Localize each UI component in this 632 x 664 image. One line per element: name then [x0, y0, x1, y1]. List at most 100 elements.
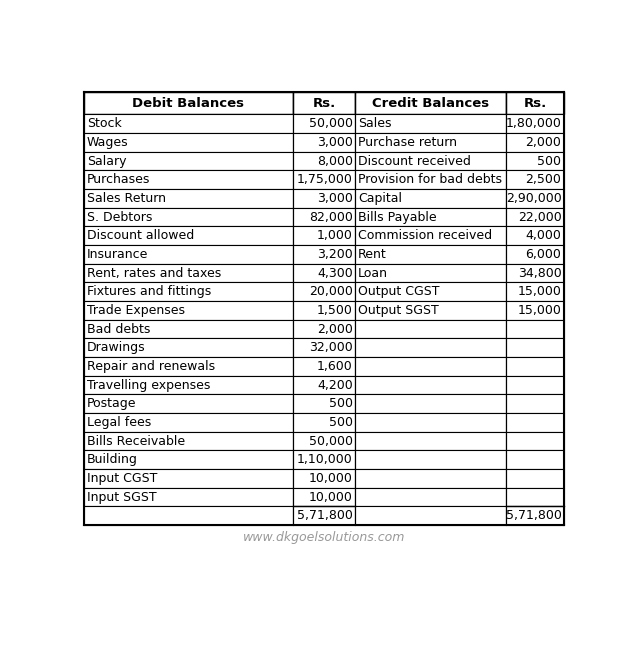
Bar — [84, 189, 293, 208]
Text: 6,000: 6,000 — [526, 248, 561, 261]
Bar — [293, 171, 355, 189]
Text: 15,000: 15,000 — [518, 286, 561, 298]
Bar — [293, 92, 355, 114]
Text: Fixtures and fittings: Fixtures and fittings — [87, 286, 211, 298]
Text: Input CGST: Input CGST — [87, 472, 157, 485]
Bar — [84, 264, 293, 282]
Text: 50,000: 50,000 — [308, 434, 353, 448]
Text: 32,000: 32,000 — [309, 341, 353, 354]
Text: Provision for bad debts: Provision for bad debts — [358, 173, 502, 187]
Text: 3,000: 3,000 — [317, 136, 353, 149]
Text: Sales: Sales — [358, 118, 392, 130]
Text: 10,000: 10,000 — [309, 491, 353, 503]
Bar — [355, 171, 506, 189]
Bar — [355, 245, 506, 264]
Text: Bad debts: Bad debts — [87, 323, 150, 335]
Text: 2,000: 2,000 — [526, 136, 561, 149]
Text: 4,200: 4,200 — [317, 378, 353, 392]
Bar — [506, 357, 564, 376]
Text: 8,000: 8,000 — [317, 155, 353, 167]
Text: Salary: Salary — [87, 155, 126, 167]
Bar — [84, 208, 293, 226]
Bar — [84, 376, 293, 394]
Bar — [84, 226, 293, 245]
Bar — [355, 469, 506, 487]
Bar — [506, 171, 564, 189]
Bar — [355, 133, 506, 152]
Text: 50,000: 50,000 — [308, 118, 353, 130]
Bar — [506, 226, 564, 245]
Bar — [355, 114, 506, 133]
Bar — [355, 487, 506, 507]
Bar — [293, 264, 355, 282]
Bar — [506, 189, 564, 208]
Text: 5,71,800: 5,71,800 — [506, 509, 561, 522]
Bar — [506, 394, 564, 413]
Bar — [506, 245, 564, 264]
Text: Rent, rates and taxes: Rent, rates and taxes — [87, 266, 221, 280]
Bar — [506, 114, 564, 133]
Text: 22,000: 22,000 — [518, 210, 561, 224]
Bar — [506, 432, 564, 450]
Bar — [506, 450, 564, 469]
Bar — [506, 339, 564, 357]
Bar — [293, 376, 355, 394]
Bar — [293, 320, 355, 339]
Text: Rs.: Rs. — [312, 97, 336, 110]
Bar — [84, 469, 293, 487]
Text: Drawings: Drawings — [87, 341, 145, 354]
Bar — [506, 487, 564, 507]
Bar — [355, 357, 506, 376]
Bar — [355, 320, 506, 339]
Text: Credit Balances: Credit Balances — [372, 97, 489, 110]
Bar — [84, 357, 293, 376]
Bar — [84, 450, 293, 469]
Bar — [355, 92, 506, 114]
Text: Debit Balances: Debit Balances — [132, 97, 245, 110]
Bar — [84, 413, 293, 432]
Text: 500: 500 — [537, 155, 561, 167]
Bar — [293, 133, 355, 152]
Bar — [84, 114, 293, 133]
Bar — [293, 487, 355, 507]
Text: Bills Receivable: Bills Receivable — [87, 434, 185, 448]
Text: www.dkgoelsolutions.com: www.dkgoelsolutions.com — [243, 531, 405, 544]
Bar — [355, 339, 506, 357]
Bar — [84, 507, 293, 525]
Text: 10,000: 10,000 — [309, 472, 353, 485]
Text: 20,000: 20,000 — [309, 286, 353, 298]
Text: Capital: Capital — [358, 192, 402, 205]
Text: 1,80,000: 1,80,000 — [506, 118, 561, 130]
Text: 1,500: 1,500 — [317, 304, 353, 317]
Text: 500: 500 — [329, 416, 353, 429]
Text: Sales Return: Sales Return — [87, 192, 166, 205]
Text: 3,000: 3,000 — [317, 192, 353, 205]
Text: 2,000: 2,000 — [317, 323, 353, 335]
Bar — [355, 376, 506, 394]
Bar — [293, 413, 355, 432]
Text: Repair and renewals: Repair and renewals — [87, 360, 215, 373]
Bar — [506, 413, 564, 432]
Bar — [293, 432, 355, 450]
Text: 2,90,000: 2,90,000 — [506, 192, 561, 205]
Bar — [293, 208, 355, 226]
Bar — [84, 432, 293, 450]
Text: Commission received: Commission received — [358, 229, 492, 242]
Bar — [84, 339, 293, 357]
Text: 4,000: 4,000 — [526, 229, 561, 242]
Bar — [293, 507, 355, 525]
Bar — [506, 133, 564, 152]
Bar — [293, 189, 355, 208]
Text: Postage: Postage — [87, 397, 137, 410]
Bar — [293, 394, 355, 413]
Text: Travelling expenses: Travelling expenses — [87, 378, 210, 392]
Text: Discount allowed: Discount allowed — [87, 229, 194, 242]
Text: 1,000: 1,000 — [317, 229, 353, 242]
Bar — [355, 507, 506, 525]
Bar — [506, 152, 564, 171]
Text: 1,75,000: 1,75,000 — [297, 173, 353, 187]
Bar — [506, 301, 564, 320]
Text: 82,000: 82,000 — [309, 210, 353, 224]
Text: Purchase return: Purchase return — [358, 136, 457, 149]
Text: 1,10,000: 1,10,000 — [297, 454, 353, 466]
